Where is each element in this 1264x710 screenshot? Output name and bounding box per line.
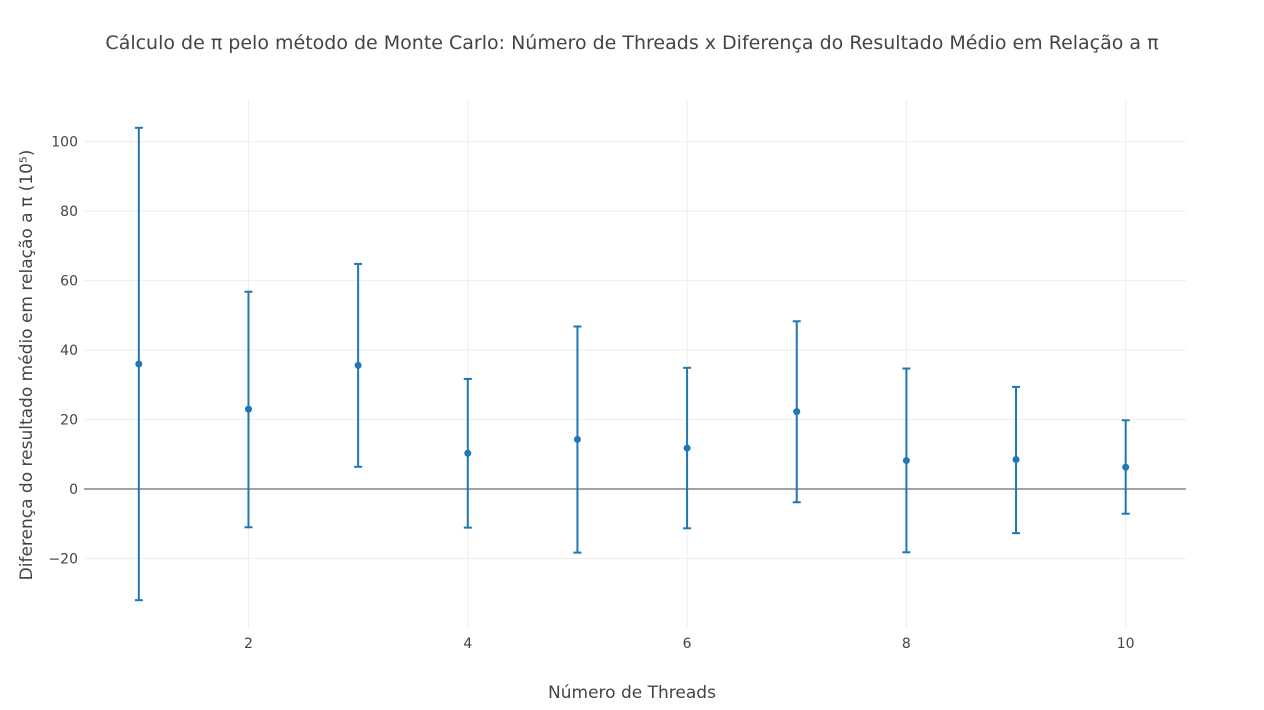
y-tick-label: 20	[60, 413, 78, 429]
data-point	[135, 360, 143, 368]
y-tick-label: −20	[48, 552, 78, 568]
data-point	[1122, 463, 1130, 471]
y-tick-label: 80	[60, 204, 78, 220]
y-tick-label: 60	[60, 274, 78, 290]
y-tick-label: 40	[60, 343, 78, 359]
data-point	[793, 408, 801, 416]
data-point	[464, 449, 472, 457]
data-point	[354, 361, 362, 369]
x-tick-label: 2	[244, 636, 253, 652]
x-axis-label: Número de Threads	[548, 683, 716, 703]
grid	[84, 100, 1186, 628]
data-marks	[134, 126, 1130, 602]
x-tick-label: 6	[683, 636, 692, 652]
y-tick-label: 0	[69, 482, 78, 498]
x-tick-label: 8	[902, 636, 911, 652]
x-tick-label: 4	[463, 636, 472, 652]
data-point	[1012, 456, 1020, 464]
data-point	[683, 444, 691, 452]
data-point	[902, 457, 910, 465]
chart-title: Cálculo de π pelo método de Monte Carlo:…	[105, 32, 1158, 54]
y-tick-label: 100	[51, 135, 78, 151]
x-tick-label: 10	[1117, 636, 1135, 652]
data-point	[244, 405, 252, 413]
data-point	[573, 435, 581, 443]
tick-labels: 2 4 6 8 10 −20 0 20 40 60 80 100	[48, 135, 1134, 652]
y-axis-label: Diferença do resultado médio em relação …	[17, 150, 37, 581]
